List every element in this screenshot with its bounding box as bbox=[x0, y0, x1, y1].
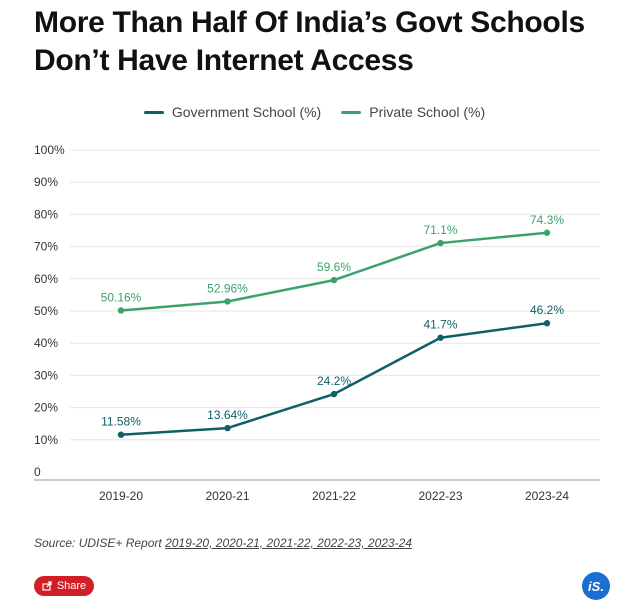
data-label: 46.2% bbox=[530, 303, 564, 317]
share-icon bbox=[42, 581, 52, 591]
x-tick-label: 2022-23 bbox=[418, 489, 462, 503]
data-label: 71.1% bbox=[423, 223, 457, 237]
legend-label-private: Private School (%) bbox=[369, 104, 486, 120]
data-label: 11.58% bbox=[101, 415, 141, 429]
y-tick-label: 0 bbox=[34, 465, 41, 479]
data-point bbox=[224, 424, 231, 432]
y-tick-label: 70% bbox=[34, 240, 58, 254]
data-label: 13.64% bbox=[207, 408, 248, 422]
data-label: 24.2% bbox=[317, 374, 351, 388]
share-label: Share bbox=[56, 580, 87, 592]
data-point bbox=[543, 229, 551, 236]
legend-item-government: Government School (%) bbox=[143, 104, 322, 120]
y-tick-label: 20% bbox=[34, 401, 58, 415]
y-tick-label: 80% bbox=[34, 207, 58, 221]
x-tick-label: 2020-21 bbox=[205, 489, 249, 503]
y-tick-label: 60% bbox=[34, 272, 58, 286]
share-button[interactable]: Share bbox=[34, 576, 94, 596]
data-label: 74.3% bbox=[530, 213, 564, 227]
data-point bbox=[543, 320, 551, 327]
data-label: 50.16% bbox=[101, 290, 142, 304]
y-tick-label: 10% bbox=[34, 433, 58, 447]
y-tick-label: 40% bbox=[34, 336, 58, 350]
data-point bbox=[437, 334, 444, 341]
source-note: Source: UDISE+ Report 2019-20, 2020-21, … bbox=[34, 536, 412, 550]
legend-label-government: Government School (%) bbox=[171, 104, 322, 120]
data-point bbox=[117, 307, 125, 314]
x-tick-label: 2019-20 bbox=[99, 489, 143, 503]
legend-item-private: Private School (%) bbox=[341, 104, 485, 120]
line-chart: 0 10% 20% 30% 40% 50% 60% 70% 80% 90% 100% 2019-20 2… bbox=[34, 143, 600, 503]
data-label: 59.6% bbox=[317, 260, 351, 274]
data-label: 52.96% bbox=[207, 281, 248, 295]
y-tick-label: 50% bbox=[34, 304, 58, 318]
data-point bbox=[330, 276, 338, 284]
data-point bbox=[330, 390, 338, 398]
y-tick-label: 90% bbox=[34, 175, 58, 189]
chart-title: More Than Half Of India’s Govt Schools D… bbox=[34, 6, 585, 77]
y-tick-label: 30% bbox=[34, 368, 58, 382]
source-links[interactable]: 2019-20, 2020-21, 2021-22, 2022-23, 2023… bbox=[165, 536, 412, 550]
data-point bbox=[117, 431, 125, 438]
x-tick-label: 2021-22 bbox=[312, 489, 356, 503]
data-point bbox=[437, 239, 444, 247]
data-label: 41.7% bbox=[423, 318, 457, 332]
x-tick-label: 2023-24 bbox=[525, 489, 569, 503]
legend-swatch-government bbox=[143, 110, 164, 114]
y-tick-label: 100% bbox=[34, 143, 65, 157]
chart-legend: Government School (%) Private School (%) bbox=[0, 104, 629, 120]
source-prefix: Source: UDISE+ Report bbox=[34, 536, 166, 550]
brand-logo[interactable]: iS. bbox=[582, 572, 610, 600]
data-point bbox=[224, 298, 231, 305]
legend-swatch-private bbox=[341, 110, 362, 114]
